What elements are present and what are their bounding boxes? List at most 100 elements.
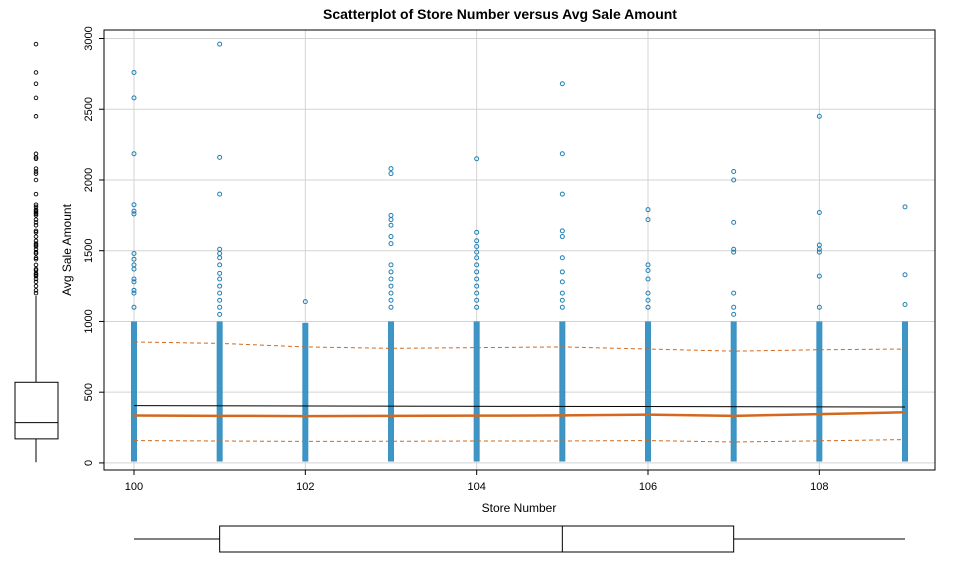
y-box-outlier: [33, 266, 39, 272]
y-tick-label: 2500: [83, 97, 95, 121]
scatter-point: [559, 279, 565, 285]
dense-band-store-103: [389, 321, 393, 462]
y-box-outlier: [33, 70, 39, 75]
x-tick-label: 108: [810, 481, 828, 493]
dense-band-store-108: [817, 321, 821, 462]
y-box-outlier: [33, 268, 39, 273]
scatter-point: [645, 304, 651, 310]
scatter-point: [131, 211, 137, 217]
y-box-outlier: [33, 241, 39, 246]
scatter-point: [474, 269, 480, 275]
scatter-point: [388, 241, 394, 247]
y-tick-label: 0: [83, 460, 95, 466]
y-box-outlier: [33, 177, 39, 183]
scatter-point: [559, 290, 565, 296]
scatter-point: [902, 204, 908, 210]
scatter-point: [474, 229, 480, 235]
scatter-point: [388, 290, 394, 296]
y-box-outlier: [33, 41, 39, 47]
y-box-outlier: [33, 272, 39, 278]
scatter-point: [645, 297, 651, 303]
y-box-outlier: [33, 220, 39, 225]
y-box-outlier: [33, 222, 39, 228]
scatter-point: [217, 262, 223, 268]
scatter-point: [388, 297, 394, 303]
y-box-outlier: [33, 279, 39, 285]
scatter-point: [388, 166, 394, 172]
y-box-outlier: [33, 262, 39, 268]
scatter-point: [217, 191, 223, 197]
dense-band-store-109: [903, 321, 907, 462]
scatter-point: [388, 222, 394, 228]
x-box-iqr: [219, 525, 735, 553]
scatter-point: [302, 299, 308, 305]
y-box-outlier: [33, 156, 39, 161]
y-axis-ticks: 0 500 1000 1500 2000 2500 3000: [83, 26, 104, 466]
y-tick-label: 2000: [83, 168, 95, 192]
y-box-iqr: [14, 381, 59, 440]
scatter-point: [731, 304, 737, 310]
scatter-point: [388, 283, 394, 289]
scatter-point: [731, 249, 737, 255]
scatter-point: [388, 217, 394, 223]
x-tick-label: 100: [125, 481, 143, 493]
scatter-point: [645, 207, 651, 213]
scatter-point: [474, 290, 480, 296]
x-tick-label: 102: [296, 481, 314, 493]
scatter-point: [217, 154, 223, 160]
scatter-point: [474, 243, 480, 249]
y-box-outlier: [33, 273, 39, 279]
scatter-point: [217, 255, 223, 261]
scatter-point: [559, 297, 565, 303]
scatter-point: [131, 266, 137, 272]
scatter-point: [388, 269, 394, 275]
y-box-outlier: [33, 204, 39, 210]
dense-band-store-105: [560, 321, 564, 462]
scatter-point: [645, 276, 651, 282]
y-box-outlier: [33, 81, 39, 87]
y-box-outlier: [33, 171, 39, 176]
scatter-point: [131, 290, 137, 296]
y-axis-title: Avg Sale Amount: [60, 203, 74, 296]
y-box-outlier: [33, 271, 39, 276]
scatter-point: [217, 304, 223, 310]
y-box-outlier: [33, 244, 39, 249]
smoother-upper-line: [133, 341, 906, 352]
scatter-point: [559, 234, 565, 240]
scatter-point: [731, 177, 737, 183]
scatter-point: [559, 255, 565, 261]
y-box-outlier: [33, 213, 39, 218]
scatter-point: [731, 290, 737, 296]
y-box-outlier: [33, 255, 39, 261]
chart-title: Scatterplot of Store Number versus Avg S…: [323, 6, 677, 22]
scatter-point: [816, 273, 822, 279]
scatter-point: [217, 41, 223, 47]
scatter-point: [474, 255, 480, 261]
x-tick-label: 106: [639, 481, 657, 493]
scatter-point: [474, 249, 480, 255]
y-box-outlier: [33, 114, 39, 119]
scatter-point: [131, 276, 137, 282]
scatter-point: [645, 268, 651, 274]
y-box-outlier: [33, 290, 39, 296]
scatter-point: [131, 304, 137, 310]
dense-band-store-106: [646, 321, 650, 462]
scatter-point: [131, 202, 137, 208]
y-box-outlier: [33, 191, 39, 197]
dense-points-band: [130, 321, 909, 462]
y-tick-label: 1000: [83, 309, 95, 333]
fit-lines: [133, 341, 906, 443]
y-tick-label: 3000: [83, 26, 95, 50]
y-box-outlier: [33, 211, 39, 217]
y-box-outlier: [33, 230, 39, 235]
x-axis-title: Store Number: [482, 501, 557, 515]
scatter-point: [559, 269, 565, 275]
y-tick-label: 1500: [83, 238, 95, 262]
scatter-point: [388, 304, 394, 310]
y-box-outlier: [33, 276, 39, 282]
x-axis-ticks: 100 102 104 106 108: [125, 470, 829, 493]
scatter-point: [131, 287, 137, 293]
scatter-point: [388, 171, 394, 177]
scatter-point: [559, 81, 565, 87]
dense-band-store-104: [475, 321, 479, 462]
